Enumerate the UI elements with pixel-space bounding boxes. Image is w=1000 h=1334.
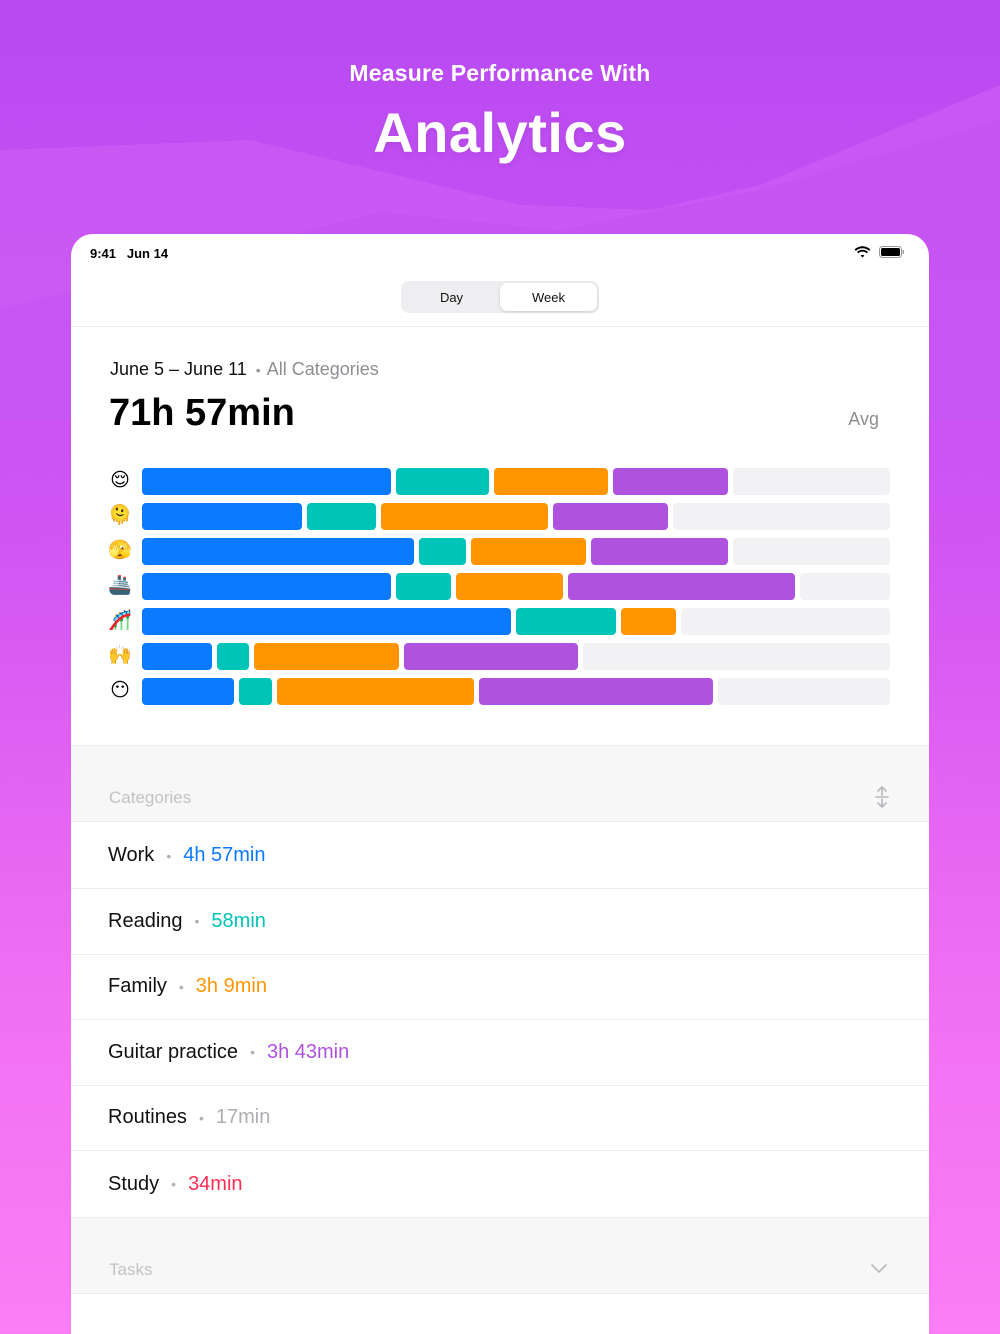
bar-work[interactable] <box>142 538 414 565</box>
row-emoji-icon: 😌 <box>110 470 130 491</box>
bar-reading[interactable] <box>396 573 452 600</box>
category-separator: • <box>250 1044 255 1061</box>
category-name: Family <box>108 975 167 998</box>
categories-header: Categories <box>71 745 929 822</box>
categories-label: Categories <box>109 788 192 807</box>
category-row[interactable]: Study • 34min <box>71 1151 929 1217</box>
status-time: 9:41 Jun 14 <box>90 246 168 261</box>
day-week-toggle[interactable]: Day Week <box>401 281 599 313</box>
category-name: Work <box>108 844 155 866</box>
hero-subtitle: Measure Performance With <box>349 60 651 86</box>
status-bar: 9:41 Jun 14 <box>71 234 929 274</box>
category-separator: • <box>178 978 184 995</box>
category-name: Reading <box>108 909 183 932</box>
sort-arrows-icon[interactable] <box>875 786 889 808</box>
bar-reading[interactable] <box>216 643 250 670</box>
tablet-screen: 9:41 Jun 14 Day Week June 5 – June 11 • … <box>71 234 929 1334</box>
battery-icon <box>879 246 904 258</box>
bar-family[interactable] <box>620 608 676 635</box>
bar-family[interactable] <box>276 678 474 705</box>
bar-work[interactable] <box>142 503 302 530</box>
hero-title: Analytics <box>373 101 627 164</box>
bar-guitar-practice[interactable] <box>553 503 669 530</box>
bar-remainder <box>717 678 890 705</box>
tasks-label: Tasks <box>109 1260 153 1279</box>
segment-week[interactable]: Week <box>500 283 597 311</box>
bar-reading[interactable] <box>396 468 489 495</box>
bar-remainder <box>732 538 890 565</box>
avg-toggle[interactable]: Avg <box>848 409 879 429</box>
nav-divider <box>71 326 929 327</box>
wifi-icon <box>854 246 871 258</box>
bar-family[interactable] <box>456 573 564 600</box>
bar-remainder <box>680 608 890 635</box>
date-range[interactable]: June 5 – June 11 <box>110 359 247 379</box>
bar-remainder <box>732 468 890 495</box>
row-emoji-icon: 🫣 <box>108 540 132 561</box>
range-separator: • <box>255 362 261 378</box>
category-time: 34min <box>188 1172 243 1195</box>
category-time: 3h 43min <box>266 1040 350 1063</box>
category-filter[interactable]: All Categories <box>266 359 379 379</box>
bar-remainder <box>673 503 890 530</box>
total-time: 71h 57min <box>109 392 295 434</box>
bar-family[interactable] <box>493 468 609 495</box>
row-emoji-icon: 🎢 <box>108 610 132 631</box>
bar-work[interactable] <box>142 573 392 600</box>
category-name: Study <box>108 1172 160 1195</box>
status-date: Jun 14 <box>126 246 169 261</box>
bar-reading[interactable] <box>306 503 377 530</box>
category-time: 4h 57min <box>183 844 266 866</box>
weekly-stacked-bar-chart: 😌 🫠 🫣 🚢 🎢 🙌 😶 <box>105 468 895 708</box>
date-range-line: June 5 – June 11 • All Categories <box>110 359 379 380</box>
status-icons <box>854 246 905 258</box>
bar-work[interactable] <box>142 608 511 635</box>
bar-guitar-practice[interactable] <box>403 643 579 670</box>
bar-work[interactable] <box>142 643 212 670</box>
row-emoji-icon: 🫠 <box>108 505 132 526</box>
tasks-header[interactable]: Tasks <box>71 1217 929 1294</box>
row-emoji-icon: 🙌 <box>108 645 132 666</box>
bar-remainder <box>583 643 890 670</box>
category-row[interactable]: Family • 3h 9min <box>71 954 929 1021</box>
category-time: 58min <box>211 909 266 932</box>
category-name: Routines <box>108 1106 187 1129</box>
category-row[interactable]: Routines • 17min <box>71 1085 929 1152</box>
bar-reading[interactable] <box>239 678 272 705</box>
bar-family[interactable] <box>254 643 399 670</box>
row-emoji-icon: 🚢 <box>108 575 132 596</box>
category-row[interactable]: Reading • 58min <box>71 889 929 955</box>
segment-day[interactable]: Day <box>439 289 464 305</box>
bar-guitar-practice[interactable] <box>568 573 796 600</box>
category-row[interactable]: Guitar practice • 3h 43min <box>71 1020 929 1086</box>
status-clock: 9:41 <box>90 246 117 261</box>
bar-remainder <box>800 573 890 600</box>
bar-work[interactable] <box>142 468 392 495</box>
category-time: 17min <box>215 1106 271 1129</box>
bar-guitar-practice[interactable] <box>613 468 728 495</box>
category-separator: • <box>194 913 200 930</box>
bar-guitar-practice[interactable] <box>590 538 728 565</box>
bar-reading[interactable] <box>516 608 616 635</box>
category-row[interactable]: Work • 4h 57min <box>71 823 929 889</box>
category-name: Guitar practice <box>108 1040 239 1063</box>
category-time: 3h 9min <box>195 975 267 998</box>
category-separator: • <box>171 1176 177 1192</box>
bar-family[interactable] <box>381 503 549 530</box>
category-separator: • <box>198 1109 204 1126</box>
row-emoji-icon: 😶 <box>110 680 130 701</box>
bar-guitar-practice[interactable] <box>478 678 713 705</box>
bar-reading[interactable] <box>418 538 467 565</box>
chevron-down-icon[interactable] <box>871 1264 887 1274</box>
bar-work[interactable] <box>142 678 235 705</box>
bar-family[interactable] <box>471 538 586 565</box>
category-separator: • <box>166 847 172 864</box>
